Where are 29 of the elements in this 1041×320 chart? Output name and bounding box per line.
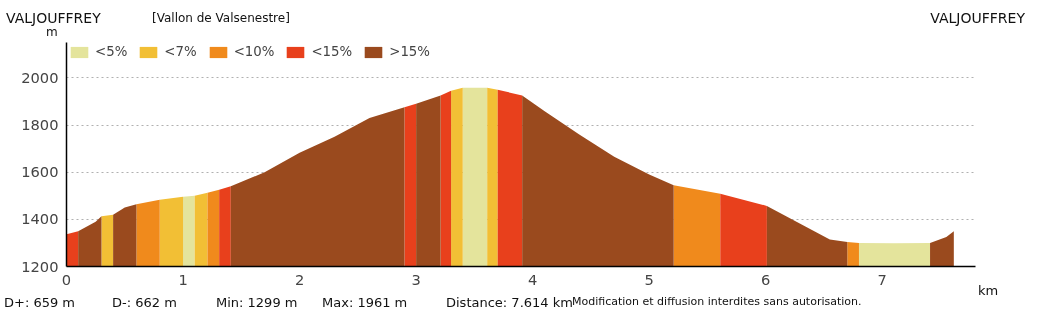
text: Max: 1961 m [322,294,408,312]
y-tick-label: 1400 [21,210,59,228]
x-tick-label: 4 [527,270,538,288]
y-tick-label: 1200 [21,257,59,275]
x-tick-label: 6 [761,270,771,288]
x-tick-label: 1 [178,270,188,288]
legend-label: >15% [389,44,431,59]
x-tick-label: 5 [644,270,654,288]
y-tick-label: 2000 [21,68,59,86]
x-tick-label: 0 [61,270,72,288]
text: Distance: 7.614 km [446,294,573,312]
text: VALJOUFFREY [930,9,1025,28]
y-axis-title: m [46,25,58,41]
text: Modification et diffusion interdites sans autorisation. [572,294,862,310]
x-tick-label: 7 [877,270,887,288]
y-tick-label: 1600 [21,163,59,181]
x-tick-label: 3 [411,270,421,288]
legend-label: <15% [311,44,353,59]
legend-label: <10% [233,44,275,59]
text: D-: 662 m [112,294,177,312]
chart-title: VALJOUFFREY [6,9,101,28]
x-axis-title: km [978,282,999,300]
chart-subtitle: [Vallon de Valsenestre] [152,10,290,27]
legend-label: <5% [95,44,128,59]
y-tick-label: 1800 [21,116,59,134]
x-tick-label: 2 [294,270,305,288]
text: Min: 1299 m [216,294,298,312]
text: D+: 659 m [4,294,76,312]
legend-label: <7% [164,44,197,59]
